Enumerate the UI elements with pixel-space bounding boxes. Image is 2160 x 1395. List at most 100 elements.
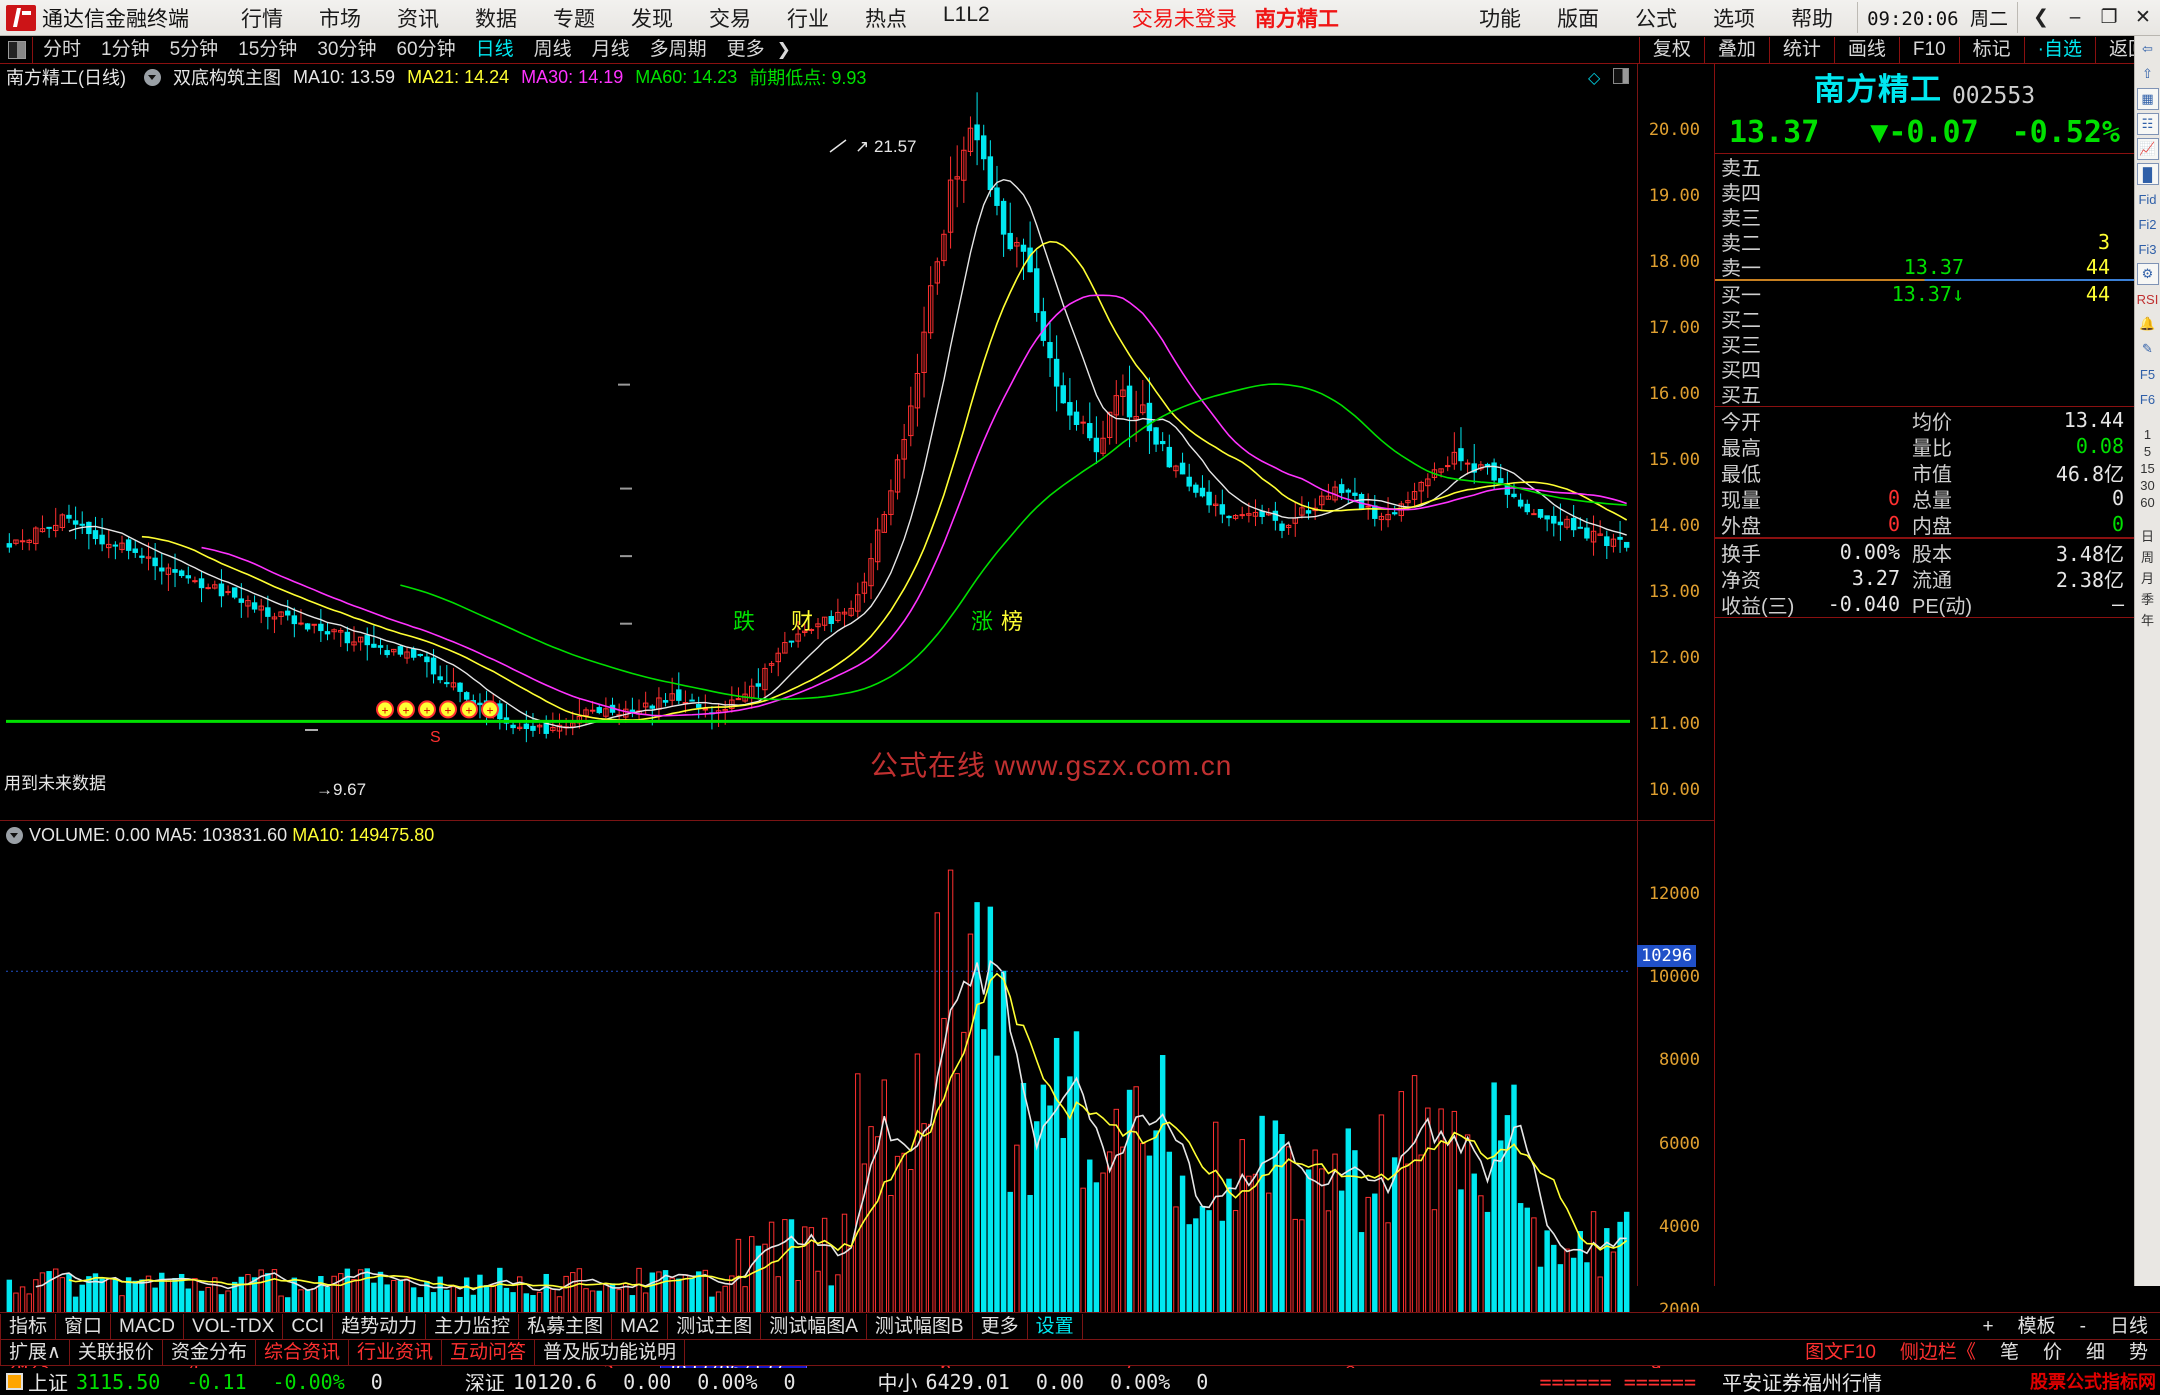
menu-item-7[interactable]: 行业	[787, 7, 829, 31]
period-周线[interactable]: 周线	[533, 38, 572, 60]
menu-item-2[interactable]: 资讯	[397, 7, 439, 31]
f6-icon[interactable]: F6	[2139, 391, 2156, 407]
close-icon[interactable]: ✕	[2135, 7, 2151, 28]
volume-chevron-down-icon[interactable]	[6, 826, 23, 844]
menu-right-item-3[interactable]: 选项	[1713, 7, 1756, 31]
table-icon[interactable]: ☷	[2136, 113, 2159, 135]
tool-自选[interactable]: ·自选	[2037, 38, 2082, 60]
orderbook-row-bid-4[interactable]: 买五	[1715, 381, 2134, 407]
pen-icon[interactable]: ✎	[2142, 341, 2153, 356]
period-5分钟[interactable]: 5分钟	[169, 38, 219, 60]
orderbook-row-ask-0[interactable]: 卖五	[1715, 154, 2134, 180]
indicator-私募主图[interactable]: 私募主图	[519, 1313, 613, 1339]
extension-right-细[interactable]: 细	[2085, 1342, 2105, 1363]
rail-period-季[interactable]: 季	[2140, 592, 2154, 607]
extension-right-图文F10[interactable]: 图文F10	[1805, 1342, 1876, 1363]
diamond-icon[interactable]: ◇	[1588, 70, 1601, 87]
price-chart[interactable]: + + + + + +S	[0, 90, 1714, 838]
tool-F10[interactable]: F10	[1912, 38, 1946, 60]
extension-综合资讯[interactable]: 综合资讯	[256, 1340, 349, 1365]
gear-icon[interactable]: ⚙	[2136, 263, 2159, 285]
fid-icon[interactable]: Fid	[2138, 191, 2157, 207]
indicator-设置[interactable]: 设置	[1028, 1313, 1083, 1339]
back-chevron-icon[interactable]: ❮	[2033, 7, 2049, 28]
tool-叠加[interactable]: 叠加	[1717, 38, 1756, 60]
volume-chart[interactable]	[0, 848, 1714, 1344]
current-stock-name[interactable]: 南方精工	[1254, 7, 1339, 31]
orderbook-row-bid-2[interactable]: 买三	[1715, 331, 2134, 357]
extension-互动问答[interactable]: 互动问答	[442, 1340, 535, 1365]
bars-icon[interactable]: █	[2136, 163, 2159, 185]
extension-right-价[interactable]: 价	[2042, 1342, 2062, 1363]
extension-关联报价[interactable]: 关联报价	[70, 1340, 163, 1365]
kchart-indicator[interactable]: 双底构筑主图	[173, 68, 281, 88]
period-30分钟[interactable]: 30分钟	[317, 38, 377, 60]
rail-period-日[interactable]: 日	[2140, 529, 2154, 544]
extension-普及版功能说明[interactable]: 普及版功能说明	[535, 1340, 686, 1365]
order-book[interactable]: 卖五 卖四 卖三 卖二 3 卖一 13.37 44 买一 13.37↓ 44 买二 买三 买四 买五	[1715, 154, 2134, 407]
orderbook-row-ask-1[interactable]: 卖四	[1715, 179, 2134, 205]
extension-行业资讯[interactable]: 行业资讯	[349, 1340, 442, 1365]
restore-icon[interactable]: ❐	[2100, 7, 2118, 28]
menu-right-item-1[interactable]: 版面	[1557, 7, 1600, 31]
orderbook-row-bid-1[interactable]: 买二	[1715, 306, 2134, 332]
tool-标记[interactable]: 标记	[1972, 38, 2011, 60]
indicator-right--[interactable]: -	[2079, 1315, 2086, 1337]
chart-area[interactable]: 南方精工(日线) 双底构筑主图 MA10: 13.59 MA21: 14.24 …	[0, 64, 1714, 1395]
extension-资金分布[interactable]: 资金分布	[163, 1340, 256, 1365]
period-日线[interactable]: 日线	[475, 38, 514, 60]
f5-icon[interactable]: F5	[2139, 366, 2156, 382]
bell-icon[interactable]: 🔔	[2139, 316, 2156, 331]
menu-item-3[interactable]: 数据	[475, 7, 517, 31]
trade-login-status[interactable]: 交易未登录	[1131, 7, 1237, 31]
orderbook-row-ask-2[interactable]: 卖三	[1715, 204, 2134, 230]
layout-toggle-icon[interactable]	[8, 40, 26, 59]
extension-right-侧边栏《[interactable]: 侧边栏《	[1899, 1342, 1976, 1363]
grid-icon[interactable]: ▦	[2136, 88, 2159, 110]
period-15分钟[interactable]: 15分钟	[238, 38, 298, 60]
indicator-窗口[interactable]: 窗口	[56, 1313, 112, 1339]
menu-item-6[interactable]: 交易	[709, 7, 751, 31]
period-更多[interactable]: 更多	[726, 38, 765, 60]
indicator-VOL-TDX[interactable]: VOL-TDX	[184, 1313, 284, 1339]
rail-num-1[interactable]: 1	[2143, 427, 2152, 442]
menu-item-0[interactable]: 行情	[241, 7, 283, 31]
rail-num-30[interactable]: 30	[2140, 478, 2155, 493]
orderbook-row-ask-4[interactable]: 卖一 13.37 44	[1715, 254, 2134, 281]
period-分时[interactable]: 分时	[43, 38, 82, 60]
rail-num-60[interactable]: 60	[2140, 495, 2155, 510]
indicator-MACD[interactable]: MACD	[111, 1313, 184, 1339]
indicator-主力监控[interactable]: 主力监控	[426, 1313, 520, 1339]
indicator-测试幅图A[interactable]: 测试幅图A	[761, 1313, 867, 1339]
menu-item-9[interactable]: L1L2	[943, 2, 990, 26]
period-1分钟[interactable]: 1分钟	[101, 38, 150, 60]
menu-right-item-4[interactable]: 帮助	[1791, 7, 1834, 31]
fi3-icon[interactable]: Fi3	[2138, 241, 2157, 257]
tool-画线[interactable]: 画线	[1847, 38, 1886, 60]
tool-复权[interactable]: 复权	[1652, 38, 1691, 60]
indicator-MA2[interactable]: MA2	[612, 1313, 669, 1339]
rail-num-5[interactable]: 5	[2143, 444, 2152, 459]
indicator-更多[interactable]: 更多	[973, 1313, 1028, 1339]
left-arrow-icon[interactable]: ⇦	[2142, 41, 2153, 56]
minimize-icon[interactable]: –	[2069, 6, 2081, 28]
right-icon-rail[interactable]: ⇦ ⇧ ▦ ☷ 📈 █ Fid Fi2 Fi3 ⚙ RSI 🔔 ✎ F5 F6 …	[2134, 36, 2160, 1286]
menu-right-item-0[interactable]: 功能	[1479, 7, 1522, 31]
fi2-icon[interactable]: Fi2	[2138, 216, 2157, 232]
more-chevron-icon[interactable]: ❯	[776, 39, 791, 59]
period-60分钟[interactable]: 60分钟	[396, 38, 456, 60]
tool-统计[interactable]: 统计	[1782, 38, 1821, 60]
orderbook-row-ask-3[interactable]: 卖二 3	[1715, 229, 2134, 256]
chart-icon[interactable]: 📈	[2136, 138, 2159, 160]
menu-item-4[interactable]: 专题	[553, 7, 595, 31]
up-arrow-icon[interactable]: ⇧	[2142, 66, 2153, 81]
rail-period-周[interactable]: 周	[2140, 550, 2154, 565]
menu-item-5[interactable]: 发现	[631, 7, 673, 31]
rail-period-年[interactable]: 年	[2140, 613, 2154, 628]
menu-right-item-2[interactable]: 公式	[1635, 7, 1678, 31]
rsi-icon[interactable]: RSI	[2136, 291, 2159, 307]
indicator-right-模板[interactable]: 模板	[2017, 1315, 2056, 1337]
panel-split-icon[interactable]	[1613, 68, 1629, 84]
extension-right-笔[interactable]: 笔	[1999, 1342, 2019, 1363]
menu-item-8[interactable]: 热点	[865, 7, 907, 31]
